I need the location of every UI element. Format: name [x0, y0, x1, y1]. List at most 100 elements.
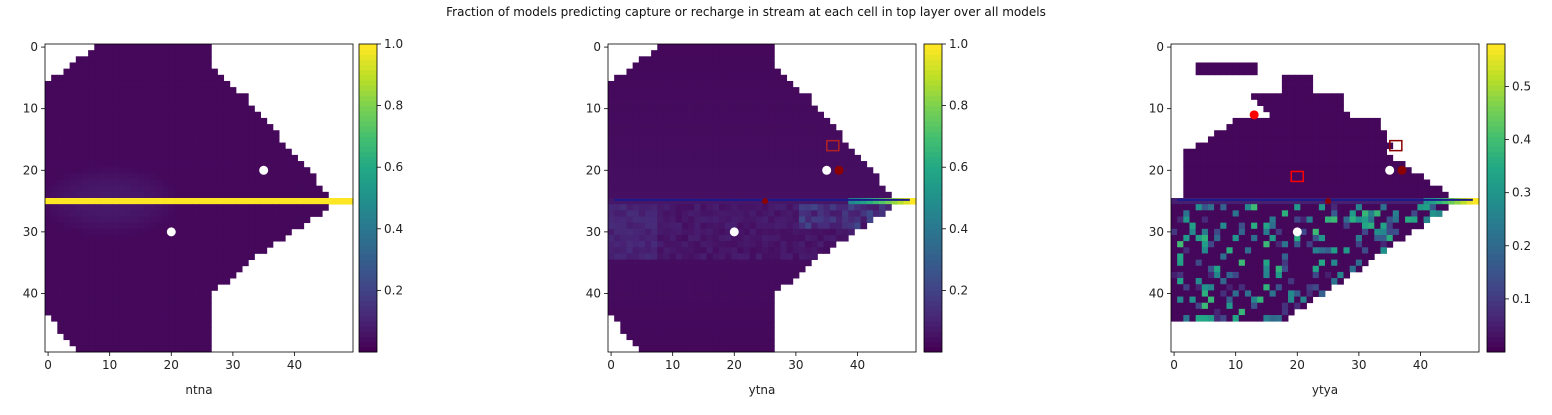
heatmap-cell [217, 278, 225, 285]
heatmap-cell [1294, 136, 1301, 143]
heatmap-cell [718, 284, 726, 291]
heatmap-cell [805, 204, 812, 211]
heatmap-cell [1171, 284, 1178, 291]
heatmap-cell [1183, 185, 1190, 193]
heatmap-cell [762, 315, 769, 322]
heatmap-cell [768, 234, 775, 242]
heatmap-cell [638, 167, 646, 174]
heatmap-cell [866, 216, 874, 224]
heatmap-cell [1263, 216, 1270, 224]
heatmap-cell [774, 265, 781, 273]
heatmap-cell [743, 198, 751, 205]
heatmap-cell [835, 204, 843, 211]
heatmap-cell [192, 44, 200, 51]
heatmap-cell [1343, 173, 1351, 180]
heatmap-cell [725, 222, 732, 230]
heatmap-cell [817, 185, 824, 193]
heatmap-cell [725, 210, 732, 217]
heatmap-cell [817, 148, 824, 156]
heatmap-cell [1214, 154, 1221, 162]
heatmap-cell [81, 87, 89, 94]
heatmap-cell [186, 191, 194, 199]
heatmap-cell [700, 302, 707, 310]
heatmap-cell [75, 284, 83, 291]
heatmap-cell [1392, 210, 1400, 217]
heatmap-cell [675, 68, 683, 76]
heatmap-cell [651, 99, 658, 106]
colorbar-segment [924, 182, 942, 189]
heatmap-cell [700, 93, 707, 100]
heatmap-cell [223, 161, 231, 168]
heatmap-cell [842, 222, 849, 230]
heatmap-cell [657, 154, 664, 162]
colorbar-segment [359, 59, 377, 66]
heatmap-cell [657, 191, 664, 199]
heatmap-cell [223, 173, 231, 180]
heatmap-cell [848, 173, 855, 180]
heatmap-cell [792, 167, 800, 174]
heatmap-cell [1325, 265, 1332, 273]
heatmap-cell [1361, 234, 1369, 242]
heatmap-cell [675, 117, 683, 125]
heatmap-cell [1429, 185, 1437, 193]
heatmap-cell [1189, 284, 1197, 291]
heatmap-cell [829, 191, 837, 199]
heatmap-cell [1368, 253, 1375, 260]
heatmap-cell [242, 216, 249, 224]
heatmap-cell [1238, 265, 1246, 273]
heatmap-cell [706, 111, 714, 119]
heatmap-cell [168, 241, 175, 248]
heatmap-cell [57, 93, 64, 100]
heatmap-cell [63, 284, 71, 291]
heatmap-cell [248, 247, 255, 254]
heatmap-cell [694, 87, 701, 94]
heatmap-cell [786, 161, 794, 168]
heatmap-cell [1214, 296, 1221, 304]
heatmap-cell [100, 284, 107, 291]
heatmap-cell [1343, 198, 1351, 205]
heatmap-cell [780, 216, 788, 224]
heatmap-cell [180, 278, 188, 285]
heatmap-cell [743, 327, 751, 334]
heatmap-cell [1380, 167, 1387, 174]
heatmap-cell [768, 161, 775, 168]
heatmap-cell [131, 241, 138, 248]
heatmap-cell [798, 167, 806, 174]
heatmap-cell [1238, 68, 1246, 76]
heatmap-cell [786, 105, 794, 113]
heatmap-cell [1423, 179, 1431, 187]
heatmap-cell [162, 339, 169, 347]
heatmap-cell [217, 161, 225, 168]
heatmap-cell [743, 308, 751, 316]
heatmap-cell [112, 302, 120, 310]
heatmap-cell [1220, 62, 1227, 70]
heatmap-cell [1318, 265, 1326, 273]
heatmap-cell [700, 296, 707, 304]
heatmap-cell [688, 278, 695, 285]
heatmap-cell [681, 130, 689, 137]
heatmap-cell [792, 222, 800, 230]
heatmap-cell [1398, 179, 1406, 187]
heatmap-cell [100, 80, 107, 88]
heatmap-cell [75, 247, 83, 254]
heatmap-cell [1251, 315, 1258, 322]
heatmap-cell [1294, 179, 1301, 187]
heatmap-cell [885, 198, 892, 205]
heatmap-cell [51, 278, 58, 285]
heatmap-cell [168, 99, 175, 106]
heatmap-cell [248, 148, 255, 156]
heatmap-cell [1201, 62, 1209, 70]
heatmap-cell [663, 198, 670, 205]
heatmap-cell [1226, 130, 1233, 137]
heatmap-cell [694, 136, 701, 143]
heatmap-cell [811, 191, 818, 199]
heatmap-cell [242, 124, 249, 131]
heatmap-cell [792, 259, 800, 267]
heatmap-cell [1201, 191, 1209, 199]
heatmap-cell [792, 271, 800, 279]
point-marker [1325, 198, 1332, 205]
heatmap-cell [186, 68, 194, 76]
heatmap-cell [614, 315, 621, 322]
heatmap-cell [848, 228, 855, 236]
heatmap-cell [731, 222, 738, 230]
